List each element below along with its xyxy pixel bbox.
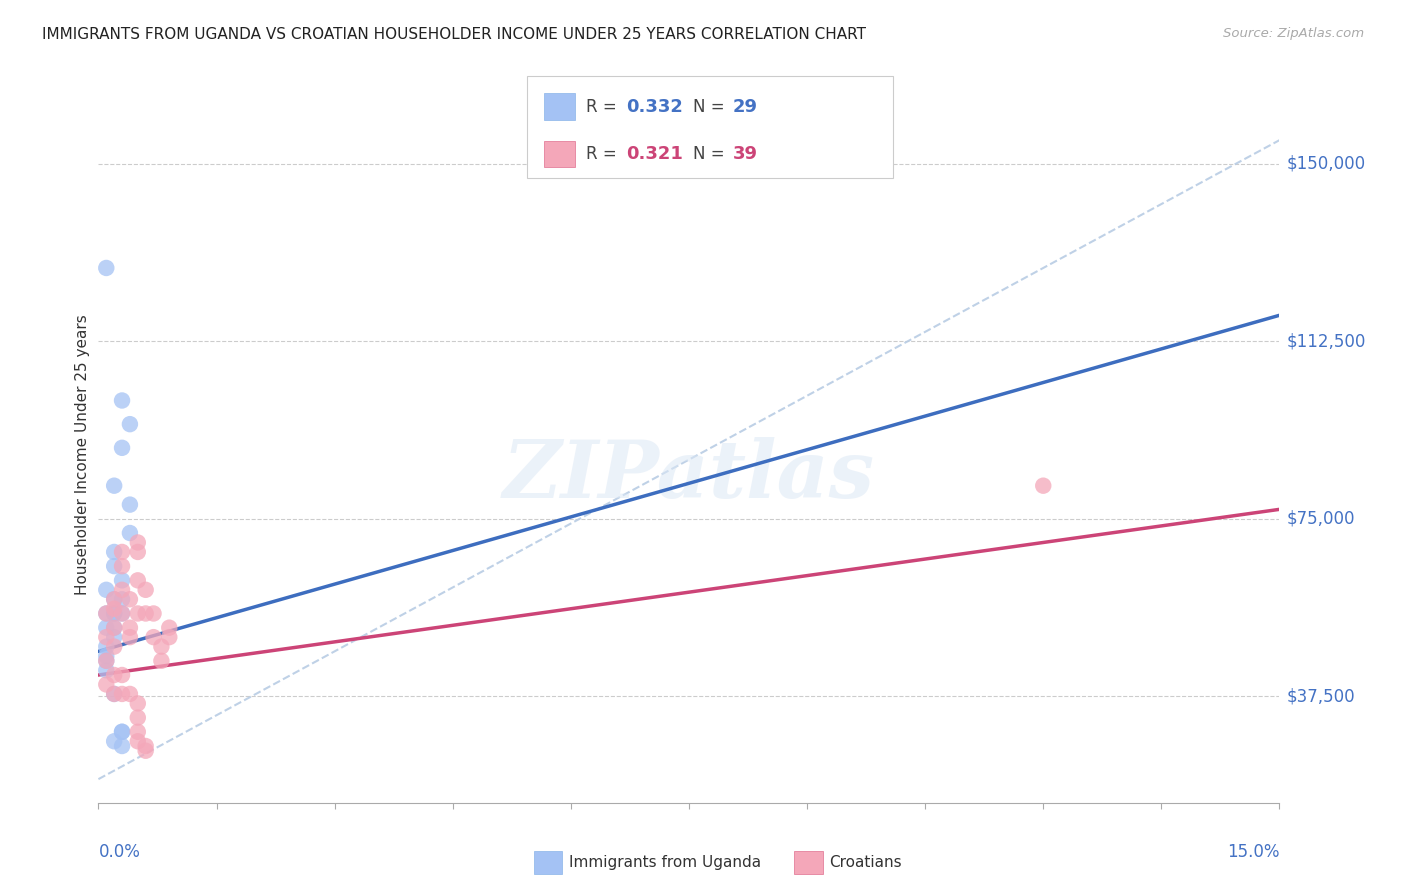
Point bbox=[135, 744, 157, 758]
Point bbox=[103, 545, 125, 559]
Text: IMMIGRANTS FROM UGANDA VS CROATIAN HOUSEHOLDER INCOME UNDER 25 YEARS CORRELATION: IMMIGRANTS FROM UGANDA VS CROATIAN HOUSE… bbox=[42, 27, 866, 42]
Text: ZIPatlas: ZIPatlas bbox=[503, 437, 875, 515]
Point bbox=[150, 640, 173, 654]
Point bbox=[96, 607, 118, 621]
Point bbox=[118, 687, 141, 701]
Text: 0.321: 0.321 bbox=[626, 145, 682, 163]
Point bbox=[1032, 478, 1054, 492]
Point bbox=[96, 654, 118, 668]
Text: 0.332: 0.332 bbox=[626, 98, 682, 116]
Point bbox=[127, 535, 149, 549]
Text: R =: R = bbox=[586, 145, 623, 163]
Text: N =: N = bbox=[693, 145, 730, 163]
Point bbox=[111, 592, 134, 607]
Point bbox=[118, 417, 141, 432]
Point bbox=[127, 574, 149, 588]
Point bbox=[111, 724, 134, 739]
Point bbox=[127, 607, 149, 621]
Point bbox=[96, 582, 118, 597]
Text: Immigrants from Uganda: Immigrants from Uganda bbox=[569, 855, 762, 870]
Point bbox=[96, 677, 118, 691]
Point bbox=[111, 687, 134, 701]
Point bbox=[111, 559, 134, 574]
Text: $150,000: $150,000 bbox=[1286, 155, 1365, 173]
Point bbox=[142, 630, 165, 644]
Point bbox=[96, 260, 118, 275]
Point bbox=[111, 582, 134, 597]
Point bbox=[103, 734, 125, 748]
Point bbox=[103, 640, 125, 654]
Point bbox=[127, 724, 149, 739]
Text: R =: R = bbox=[586, 98, 623, 116]
Y-axis label: Householder Income Under 25 years: Householder Income Under 25 years bbox=[75, 315, 90, 595]
Point bbox=[96, 621, 118, 635]
Point bbox=[118, 526, 141, 541]
Text: $75,000: $75,000 bbox=[1286, 510, 1355, 528]
Text: Croatians: Croatians bbox=[830, 855, 903, 870]
Point bbox=[103, 687, 125, 701]
Point bbox=[111, 739, 134, 753]
Point bbox=[103, 592, 125, 607]
Point bbox=[157, 621, 180, 635]
Point bbox=[103, 630, 125, 644]
Point bbox=[111, 668, 134, 682]
Point bbox=[96, 649, 118, 664]
Point bbox=[111, 441, 134, 455]
Point bbox=[150, 654, 173, 668]
Point bbox=[103, 621, 125, 635]
Point bbox=[96, 663, 118, 677]
Point bbox=[127, 710, 149, 724]
Text: $112,500: $112,500 bbox=[1286, 333, 1365, 351]
Point bbox=[103, 592, 125, 607]
Point bbox=[111, 545, 134, 559]
Point bbox=[118, 592, 141, 607]
Point bbox=[103, 668, 125, 682]
Point bbox=[118, 630, 141, 644]
Point bbox=[96, 640, 118, 654]
Point bbox=[103, 478, 125, 492]
Point bbox=[103, 621, 125, 635]
Point bbox=[111, 574, 134, 588]
Point bbox=[127, 545, 149, 559]
Point bbox=[111, 607, 134, 621]
Point bbox=[103, 687, 125, 701]
Point bbox=[111, 607, 134, 621]
Text: 0.0%: 0.0% bbox=[98, 843, 141, 861]
Point bbox=[142, 607, 165, 621]
Text: Source: ZipAtlas.com: Source: ZipAtlas.com bbox=[1223, 27, 1364, 40]
Point bbox=[127, 697, 149, 711]
Point bbox=[103, 601, 125, 615]
Point bbox=[135, 582, 157, 597]
Text: 29: 29 bbox=[733, 98, 758, 116]
Point bbox=[96, 654, 118, 668]
Point bbox=[96, 630, 118, 644]
Point bbox=[111, 724, 134, 739]
Point bbox=[111, 393, 134, 408]
Point bbox=[103, 607, 125, 621]
Point bbox=[118, 498, 141, 512]
Text: $37,500: $37,500 bbox=[1286, 688, 1355, 706]
Text: 39: 39 bbox=[733, 145, 758, 163]
Text: 15.0%: 15.0% bbox=[1227, 843, 1279, 861]
Point bbox=[96, 607, 118, 621]
Point bbox=[135, 739, 157, 753]
Point bbox=[135, 607, 157, 621]
Point bbox=[103, 607, 125, 621]
Point bbox=[157, 630, 180, 644]
Point bbox=[127, 734, 149, 748]
Point bbox=[118, 621, 141, 635]
Point bbox=[103, 559, 125, 574]
Text: N =: N = bbox=[693, 98, 730, 116]
